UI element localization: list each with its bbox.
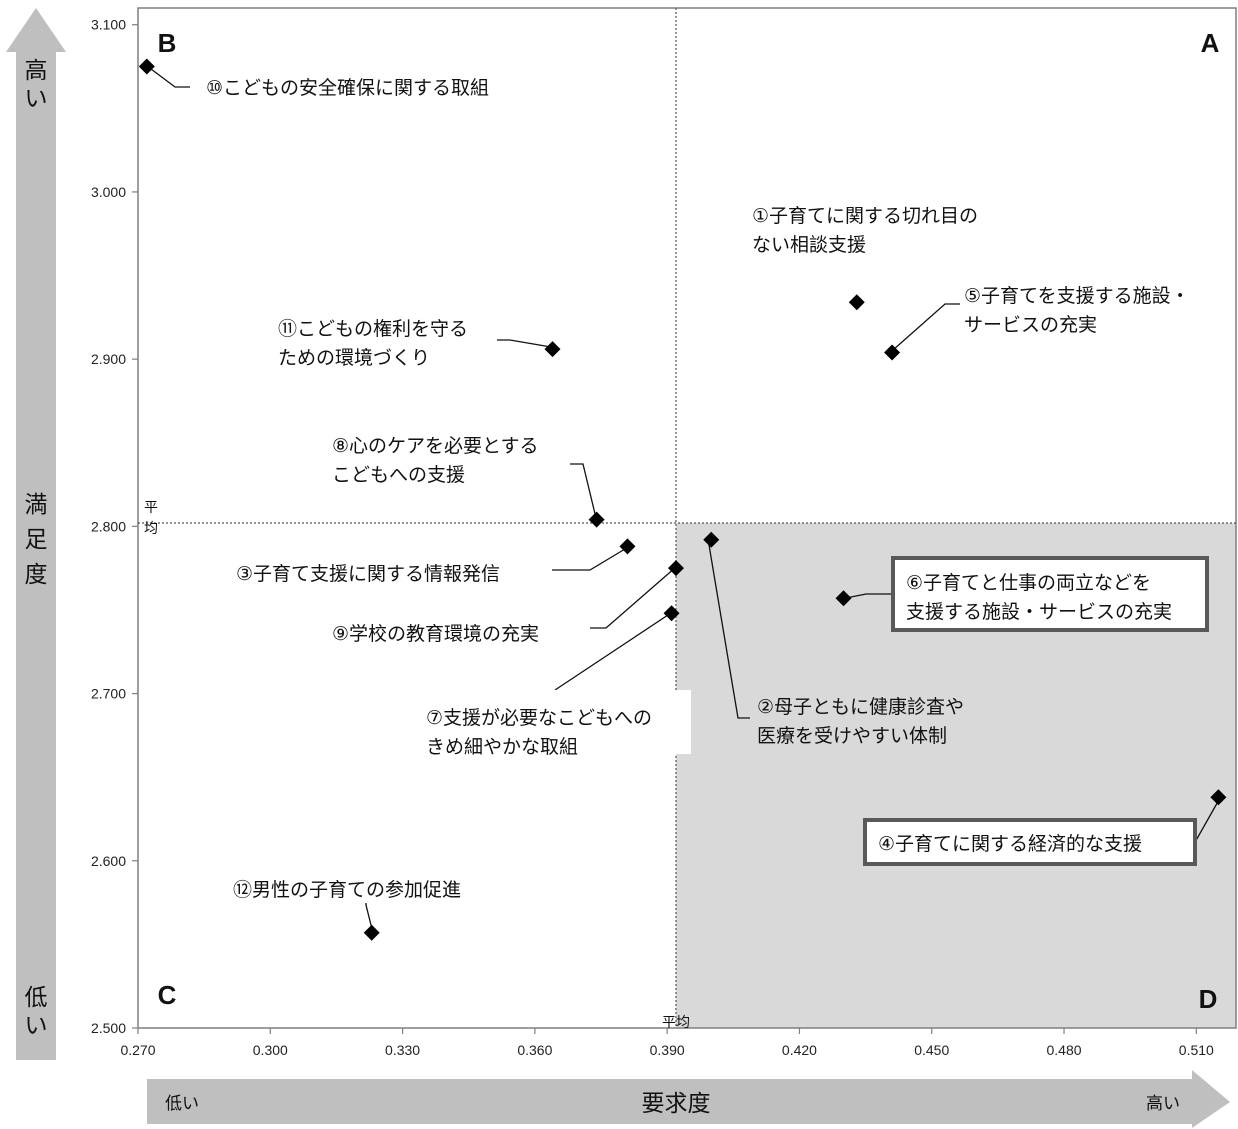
y-tick-label: 3.000 [91,184,126,200]
y-arrow-high-2: い [25,86,48,112]
data-point-11 [544,341,561,358]
leader-line-6 [845,593,893,599]
data-point-5 [884,344,901,361]
leader-lines [146,65,1221,934]
y-tick-label: 2.600 [91,853,126,869]
y-arrow-low-2: い [25,1013,48,1039]
data-point-1 [848,294,865,311]
y-axis-label-3: 度 [25,562,48,588]
leader-line-10 [146,65,190,88]
x-tick-label: 0.270 [120,1042,155,1058]
data-point-12 [363,924,380,941]
x-tick-label: 0.390 [650,1042,685,1058]
label-background-7 [415,690,691,754]
mean-x-label: 平均 [662,1015,690,1031]
point-label-1: ない相談支援 [752,234,866,256]
mean-y-label-1: 平 [144,500,158,516]
data-point-4 [1210,789,1227,806]
y-axis-label-2: 足 [25,527,48,553]
leader-line-3 [552,545,631,571]
y-axis-label-1: 満 [25,492,48,518]
x-axis-label: 要求度 [642,1091,711,1117]
x-tick-label: 0.300 [253,1042,288,1058]
y-arrow-low-1: 低 [25,985,48,1011]
x-tick-label: 0.330 [385,1042,420,1058]
axis-ticks: 0.270 0.300 0.330 0.360 0.390 0.420 0.450 0.480… [91,17,1214,1058]
x-tick-label: 0.450 [914,1042,949,1058]
quadrant-b-label: B [158,28,177,58]
point-label-7: きめ細やかな取組 [426,736,578,758]
point-label-10: ⑩こどもの安全確保に関する取組 [206,77,489,99]
point-label-6: 支援する施設・サービスの充実 [906,601,1172,623]
point-label-3: ③子育て支援に関する情報発信 [236,563,500,585]
point-label-2: 医療を受けやすい体制 [757,725,947,747]
quadrant-a-label: A [1201,28,1220,58]
x-tick-label: 0.510 [1179,1042,1214,1058]
point-label-1: ①子育てに関する切れ目の [752,205,978,227]
data-point-6 [835,590,852,607]
x-tick-label: 0.360 [517,1042,552,1058]
leader-line-9 [590,566,677,629]
point-label-11: ⑪こどもの権利を守る [278,318,468,340]
y-tick-label: 3.100 [91,17,126,33]
quadrant-c-label: C [158,980,177,1010]
y-tick-label: 2.800 [91,518,126,534]
quadrant-d-label: D [1199,984,1218,1014]
data-point-2 [703,531,720,548]
point-label-5: サービスの充実 [964,314,1097,336]
data-point-9 [667,560,684,577]
point-label-4: ④子育てに関する経済的な支援 [878,833,1142,855]
y-tick-label: 2.500 [91,1020,126,1036]
leader-line-11 [497,339,552,348]
data-point-7 [663,605,680,622]
y-tick-label: 2.900 [91,351,126,367]
point-label-5: ⑤子育てを支援する施設・ [964,285,1190,307]
point-label-7: ⑦支援が必要なこどもへの [426,707,652,729]
point-label-9: ⑨学校の教育環境の充実 [332,623,539,645]
data-point-10 [138,58,155,75]
leader-line-7 [554,612,672,691]
data-point-3 [619,538,636,555]
leader-line-8 [570,463,597,519]
x-tick-label: 0.480 [1047,1042,1082,1058]
point-label-8: ⑧心のケアを必要とする [332,435,538,457]
plot-frame [137,7,1237,1029]
mean-y-label-2: 均 [144,521,158,537]
x-arrow-high: 高い [1146,1094,1180,1114]
x-arrow-low: 低い [165,1094,199,1114]
label-box-6 [891,556,1209,632]
label-box-4 [863,818,1197,866]
leader-line-2 [707,538,750,719]
leader-line-5 [892,303,960,351]
point-label-11: ための環境づくり [278,347,430,369]
leader-line-12 [365,903,374,934]
point-label-2: ②母子ともに健康診査や [757,696,964,718]
point-label-8: こどもへの支援 [332,464,465,486]
y-axis-arrow [6,8,66,1060]
data-points [138,58,1227,941]
point-label-6: ⑥子育てと仕事の両立などを [906,572,1151,594]
point-label-12: ⑫男性の子育ての参加促進 [233,879,461,901]
y-tick-label: 2.700 [91,686,126,702]
data-point-8 [588,511,605,528]
x-tick-label: 0.420 [782,1042,817,1058]
x-axis-arrow [147,1070,1230,1128]
y-arrow-high-1: 高 [25,58,48,84]
